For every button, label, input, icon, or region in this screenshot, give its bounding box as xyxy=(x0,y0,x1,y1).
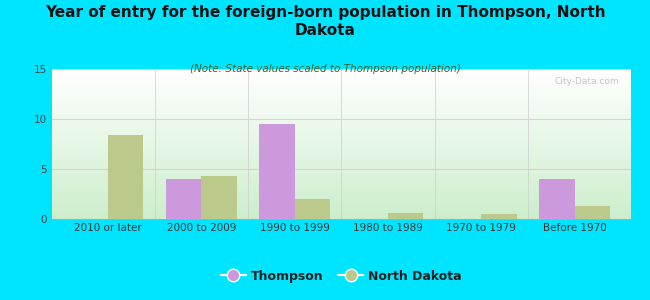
Bar xyxy=(388,213,423,219)
Bar xyxy=(575,206,610,219)
Bar xyxy=(481,214,517,219)
Bar xyxy=(539,179,575,219)
Bar xyxy=(108,135,144,219)
Bar xyxy=(259,124,294,219)
Text: (Note: State values scaled to Thompson population): (Note: State values scaled to Thompson p… xyxy=(190,64,460,74)
Legend: Thompson, North Dakota: Thompson, North Dakota xyxy=(216,265,467,288)
Bar xyxy=(166,179,202,219)
Bar xyxy=(202,176,237,219)
Text: Year of entry for the foreign-born population in Thompson, North
Dakota: Year of entry for the foreign-born popul… xyxy=(45,4,605,38)
Text: City-Data.com: City-Data.com xyxy=(554,76,619,85)
Bar xyxy=(294,199,330,219)
